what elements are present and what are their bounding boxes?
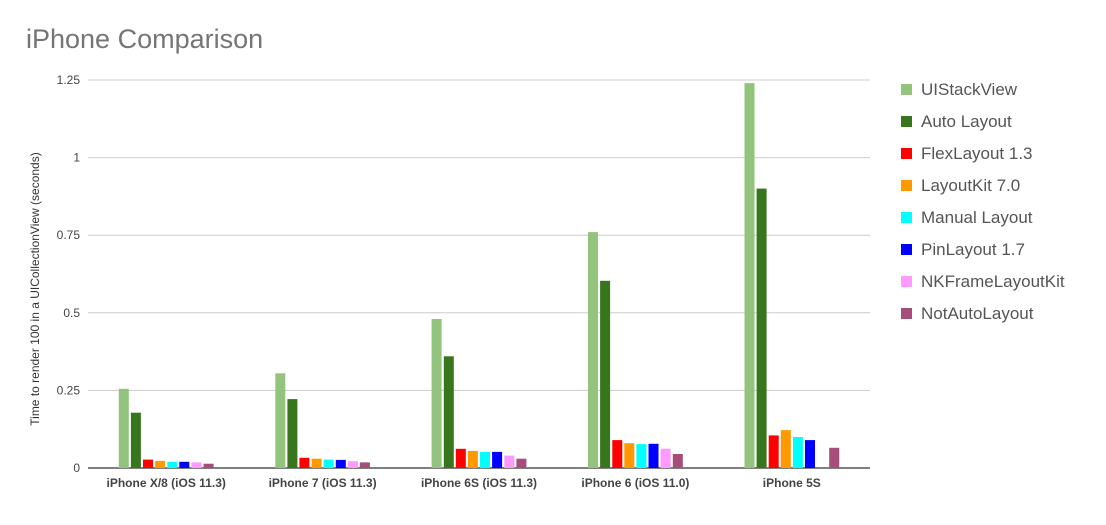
y-axis-label: Time to render 100 in a UICollectionView… <box>28 152 42 425</box>
bar <box>347 461 358 468</box>
bar <box>636 444 647 468</box>
legend-swatch <box>901 308 912 319</box>
legend-swatch <box>901 116 912 127</box>
legend-label: NotAutoLayout <box>921 304 1034 323</box>
bar <box>311 458 322 468</box>
bar <box>443 356 454 468</box>
chart-title: iPhone Comparison <box>26 24 264 54</box>
bar <box>191 462 202 468</box>
bar <box>612 440 623 468</box>
legend-label: NKFrameLayoutKit <box>921 272 1065 291</box>
y-tick-label: 0.75 <box>57 228 81 242</box>
gridlines <box>88 79 870 469</box>
bar <box>744 83 755 468</box>
bar <box>504 455 515 468</box>
y-tick-label: 0.25 <box>57 383 81 397</box>
legend-label: PinLayout 1.7 <box>921 240 1025 259</box>
bar <box>792 437 803 468</box>
bar <box>624 443 635 468</box>
x-tick-label: iPhone X/8 (iOS 11.3) <box>107 476 226 490</box>
x-tick-label: iPhone 6S (iOS 11.3) <box>421 476 537 490</box>
bar <box>359 462 370 468</box>
legend-label: Manual Layout <box>921 208 1033 227</box>
y-tick-label: 0.5 <box>63 306 80 320</box>
legend-label: UIStackView <box>921 80 1018 99</box>
bar <box>756 188 767 468</box>
bar <box>203 463 214 468</box>
x-tick-label: iPhone 5S <box>763 476 821 490</box>
bar <box>780 430 791 468</box>
bar <box>588 232 598 468</box>
bar <box>155 460 166 468</box>
bar <box>672 454 683 468</box>
legend-swatch <box>901 244 912 255</box>
bar <box>130 412 141 468</box>
legend-label: FlexLayout 1.3 <box>921 144 1033 163</box>
bar <box>768 435 779 468</box>
x-axis-labels: iPhone X/8 (iOS 11.3) iPhone 7 (iOS 11.3)… <box>107 476 821 490</box>
bars <box>118 83 840 468</box>
legend-swatch <box>901 212 912 223</box>
y-tick-label: 0 <box>73 461 80 475</box>
legend-swatch <box>901 148 912 159</box>
bar <box>299 457 310 468</box>
x-tick-label: iPhone 7 (iOS 11.3) <box>269 476 377 490</box>
bar <box>829 447 840 468</box>
y-tick-label: 1 <box>73 151 80 165</box>
legend-swatch <box>901 84 912 95</box>
bar <box>455 448 466 468</box>
bar <box>480 451 490 468</box>
bar <box>648 443 659 468</box>
y-axis-ticks: 0 0.25 0.5 0.75 1 1.25 <box>57 73 81 475</box>
bar <box>179 461 190 468</box>
bar <box>600 280 611 468</box>
bar <box>805 440 815 468</box>
bar <box>516 458 527 468</box>
legend-label: Auto Layout <box>921 112 1012 131</box>
legend: UIStackView Auto Layout FlexLayout 1.3 Layo… <box>901 80 1065 323</box>
x-tick-label: iPhone 6 (iOS 11.0) <box>581 476 689 490</box>
bar <box>323 459 334 468</box>
bar <box>143 459 153 468</box>
bar <box>335 459 346 468</box>
y-tick-label: 1.25 <box>57 73 81 87</box>
bar <box>492 451 503 468</box>
bar <box>467 450 478 468</box>
bar <box>167 461 178 468</box>
legend-swatch <box>901 276 912 287</box>
bar <box>660 448 671 468</box>
bar <box>287 399 298 468</box>
bar <box>118 388 129 468</box>
legend-label: LayoutKit 7.0 <box>921 176 1020 195</box>
bar <box>275 373 286 468</box>
bar <box>431 319 442 468</box>
legend-swatch <box>901 180 912 191</box>
